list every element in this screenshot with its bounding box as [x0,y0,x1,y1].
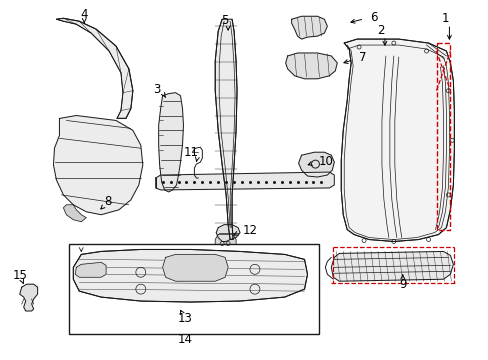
Polygon shape [163,255,228,281]
Text: 4: 4 [81,8,88,21]
Text: 2: 2 [377,24,384,37]
Text: 7: 7 [358,51,366,64]
Polygon shape [341,39,453,242]
Polygon shape [53,116,142,215]
Polygon shape [331,251,452,281]
Text: 15: 15 [12,269,27,282]
Polygon shape [285,53,337,79]
Polygon shape [158,93,183,192]
Polygon shape [73,249,307,302]
Text: 6: 6 [369,11,377,24]
Text: 11: 11 [183,146,198,159]
Text: 1: 1 [441,12,448,25]
Text: 12: 12 [243,224,258,237]
Text: 9: 9 [398,278,406,291]
Polygon shape [216,225,240,242]
Polygon shape [155,172,334,190]
Text: 13: 13 [178,312,192,325]
Text: 5: 5 [220,14,228,27]
Text: 3: 3 [153,83,161,96]
Polygon shape [298,152,334,177]
Polygon shape [56,18,133,118]
Bar [69,244,319,334]
Text: 10: 10 [318,155,333,168]
Polygon shape [75,262,106,277]
Polygon shape [215,19,237,239]
Polygon shape [20,284,38,311]
Polygon shape [291,16,326,39]
Polygon shape [63,205,86,222]
Polygon shape [215,235,236,251]
Text: 8: 8 [104,195,112,208]
Text: 14: 14 [178,333,193,346]
